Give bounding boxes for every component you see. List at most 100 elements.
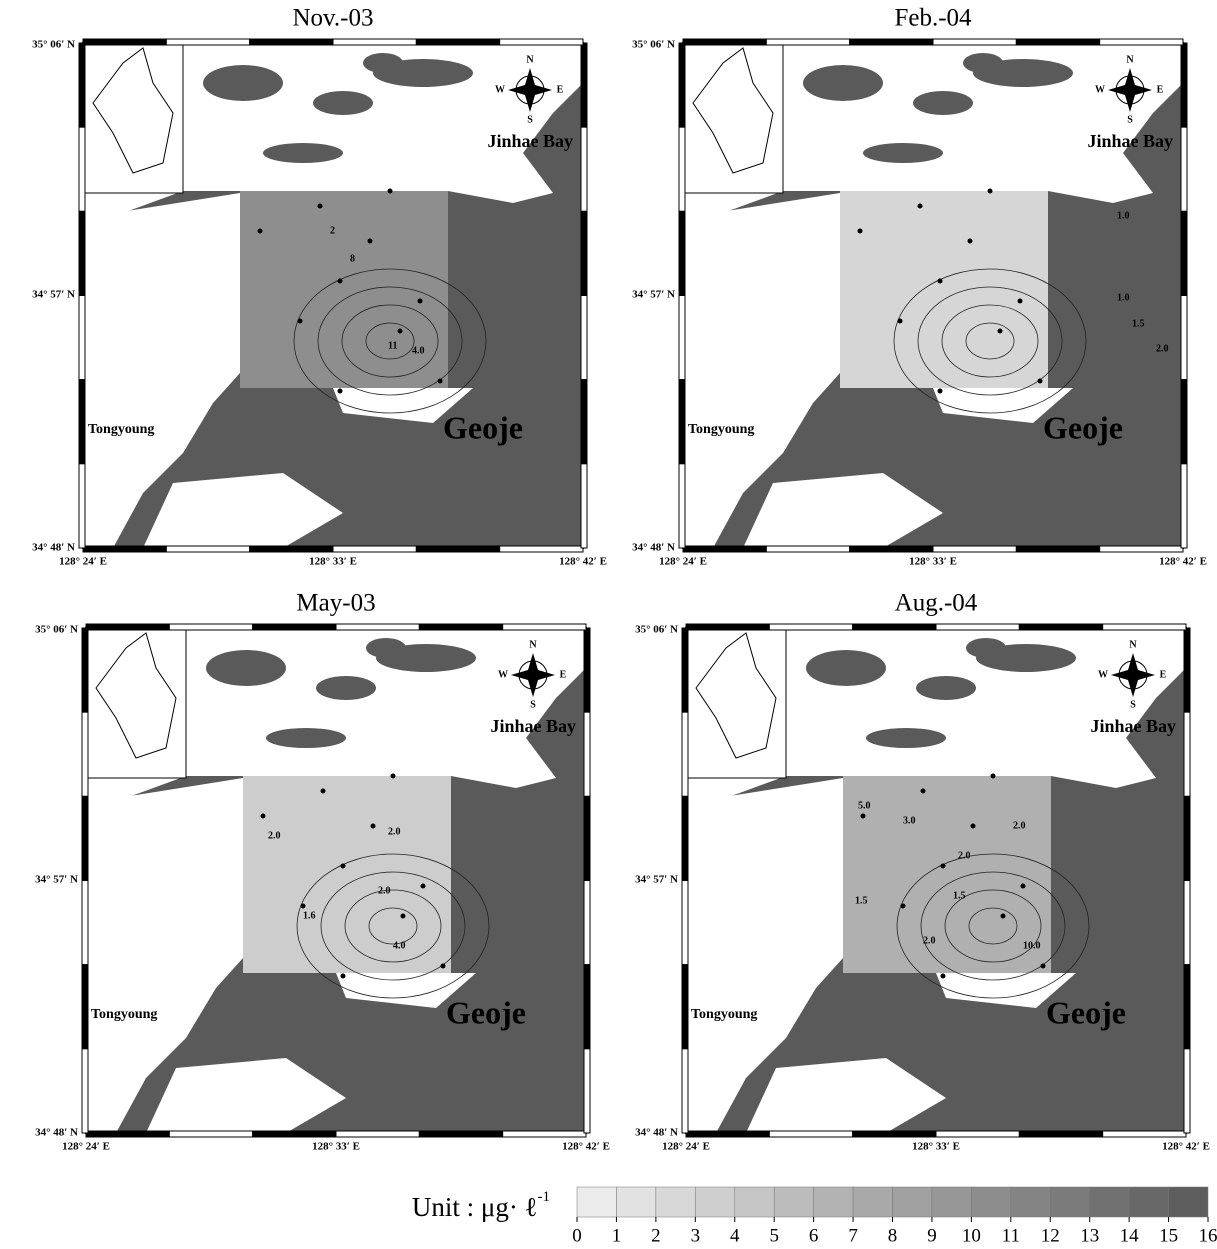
- colorbar-cell: [695, 1187, 734, 1217]
- longitude-label: 128° 24′ E: [62, 1141, 110, 1153]
- inset-map: [683, 43, 783, 193]
- scale-bar: [82, 796, 88, 880]
- island: [266, 728, 346, 748]
- panel-title: Nov.-03: [292, 5, 373, 32]
- island: [203, 65, 283, 101]
- scale-bar: [416, 546, 499, 552]
- colorbar-tick-label: 10: [962, 1225, 981, 1246]
- island: [913, 91, 973, 115]
- island: [1076, 788, 1176, 868]
- colorbar-cell: [853, 1187, 892, 1217]
- scale-bar: [419, 624, 502, 630]
- figure: Nov.-0328114.0Jinhae BayTongyoungGeojeNS…: [0, 0, 1217, 1249]
- scale-bar: [336, 1131, 419, 1137]
- island: [806, 650, 886, 686]
- place-label: Geoje: [1043, 409, 1123, 445]
- colorbar-cell: [1169, 1187, 1208, 1217]
- scale-bar: [683, 39, 766, 45]
- station: [901, 904, 906, 909]
- station: [258, 229, 263, 234]
- station: [921, 789, 926, 794]
- colorbar-tick-label: 15: [1159, 1225, 1178, 1246]
- scale-bar: [933, 546, 1016, 552]
- station: [998, 329, 1003, 334]
- scale-bar: [79, 211, 85, 295]
- scale-bar: [682, 628, 688, 712]
- scale-bar: [1100, 39, 1183, 45]
- map-panel: Feb.-041.01.01.52.0Jinhae BayTongyoungGe…: [632, 5, 1207, 568]
- latitude-label: 34° 48′ N: [35, 1127, 78, 1139]
- compass-label: W: [1095, 84, 1105, 95]
- scale-bar: [766, 39, 849, 45]
- scale-bar: [584, 881, 590, 965]
- station: [261, 814, 266, 819]
- scale-bar: [581, 211, 587, 295]
- contour-label: 2.0: [388, 826, 401, 837]
- place-label: Tongyoung: [88, 422, 154, 437]
- place-label: Tongyoung: [688, 422, 754, 437]
- compass-label: E: [560, 669, 567, 680]
- compass-label: W: [495, 84, 505, 95]
- colorbar-tick-label: 12: [1041, 1225, 1060, 1246]
- island: [473, 203, 573, 283]
- contour-label: 4.0: [412, 345, 425, 356]
- station: [418, 299, 423, 304]
- island: [313, 91, 373, 115]
- station: [338, 389, 343, 394]
- station: [861, 814, 866, 819]
- colorbar-cell: [893, 1187, 932, 1217]
- scale-bar: [500, 39, 583, 45]
- colorbar-tick-label: 7: [848, 1225, 858, 1246]
- scale-bar: [581, 43, 587, 127]
- scale-bar: [253, 1131, 336, 1137]
- scale-bar: [1184, 796, 1190, 880]
- longitude-label: 128° 42′ E: [562, 1141, 610, 1153]
- scale-bar: [584, 712, 590, 796]
- scale-bar: [679, 211, 685, 295]
- scale-bar: [769, 624, 852, 630]
- scale-bar: [503, 624, 586, 630]
- island: [206, 650, 286, 686]
- station: [438, 379, 443, 384]
- island: [916, 676, 976, 700]
- colorbar-tick-label: 3: [691, 1225, 701, 1246]
- island: [866, 728, 946, 748]
- panel-title: May-03: [296, 590, 375, 617]
- scale-bar: [581, 380, 587, 464]
- contour-label: 5.0: [858, 800, 871, 811]
- scale-bar: [686, 1131, 769, 1137]
- colorbar-tick-label: 1: [612, 1225, 622, 1246]
- colorbar-tick-label: 14: [1120, 1225, 1140, 1246]
- latitude-label: 35° 06′ N: [32, 39, 75, 51]
- scale-bar: [679, 127, 685, 211]
- colorbar-cell: [616, 1187, 655, 1217]
- scale-bar: [1103, 1131, 1186, 1137]
- study-area: [840, 191, 1048, 388]
- scale-bar: [169, 624, 252, 630]
- study-area: [240, 191, 448, 388]
- station: [301, 904, 306, 909]
- station: [391, 774, 396, 779]
- scale-bar: [82, 965, 88, 1049]
- scale-bar: [333, 39, 416, 45]
- station: [988, 189, 993, 194]
- compass-label: N: [1126, 54, 1134, 65]
- colorbar-tick-label: 2: [651, 1225, 661, 1246]
- contour-label: 2.0: [268, 830, 281, 841]
- scale-bar: [1181, 464, 1187, 548]
- longitude-label: 128° 42′ E: [1162, 1141, 1210, 1153]
- scale-bar: [79, 464, 85, 548]
- contour-label: 2: [330, 225, 335, 236]
- scale-bar: [850, 39, 933, 45]
- place-label: Jinhae Bay: [487, 131, 573, 151]
- station: [1041, 964, 1046, 969]
- station: [398, 329, 403, 334]
- station: [991, 774, 996, 779]
- scale-bar: [679, 296, 685, 380]
- place-label: Tongyoung: [91, 1007, 157, 1022]
- station: [938, 389, 943, 394]
- contour-label: 10.0: [1023, 940, 1041, 951]
- scale-bar: [850, 546, 933, 552]
- station: [388, 189, 393, 194]
- scale-bar: [503, 1131, 586, 1137]
